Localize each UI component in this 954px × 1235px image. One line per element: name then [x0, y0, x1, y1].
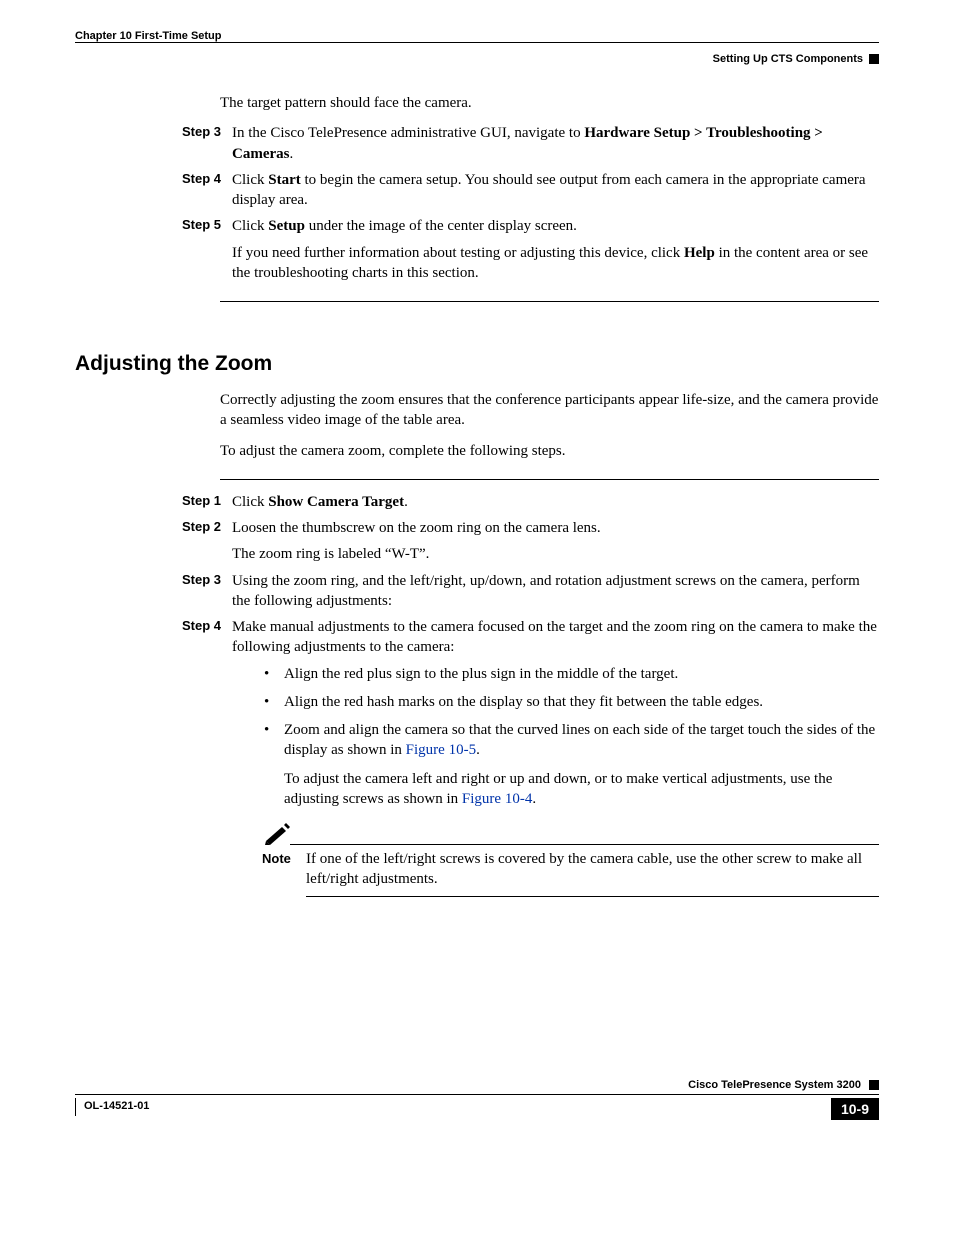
- zoom-step-4: Step 4 Make manual adjustments to the ca…: [182, 617, 879, 897]
- note-block: Note If one of the left/right screws is …: [262, 823, 879, 897]
- step-text: Using the zoom ring, and the left/right,…: [232, 571, 879, 612]
- step-label: Step 5: [182, 216, 232, 283]
- footer-doc-id: OL-14521-01: [75, 1098, 149, 1116]
- step-3: Step 3 In the Cisco TelePresence adminis…: [182, 123, 879, 164]
- note-label: Note: [262, 849, 306, 890]
- step-text: Make manual adjustments to the camera fo…: [232, 617, 879, 897]
- step-4: Step 4 Click Start to begin the camera s…: [182, 170, 879, 211]
- step-text: Click Setup under the image of the cente…: [232, 216, 879, 283]
- footer-marker: [869, 1080, 879, 1090]
- section-rule: [220, 301, 879, 302]
- step-label: Step 4: [182, 170, 232, 211]
- zoom-para-2: To adjust the camera zoom, complete the …: [220, 441, 879, 461]
- intro-para: The target pattern should face the camer…: [220, 93, 879, 113]
- pencil-icon: [262, 823, 290, 845]
- note-text: If one of the left/right screws is cover…: [306, 849, 879, 890]
- page-footer: Cisco TelePresence System 3200 OL-14521-…: [75, 1079, 879, 1120]
- note-rule: [290, 844, 879, 845]
- heading-adjusting-zoom: Adjusting the Zoom: [75, 352, 879, 376]
- header-section: Setting Up CTS Components: [713, 53, 863, 65]
- zoom-step-2: Step 2 Loosen the thumbscrew on the zoom…: [182, 518, 879, 565]
- footer-title: Cisco TelePresence System 3200: [688, 1079, 861, 1091]
- zoom-step-3: Step 3 Using the zoom ring, and the left…: [182, 571, 879, 612]
- bullet-item: Align the red plus sign to the plus sign…: [284, 664, 879, 684]
- footer-page-number: 10-9: [831, 1098, 879, 1120]
- zoom-para-1: Correctly adjusting the zoom ensures tha…: [220, 390, 879, 431]
- figure-link[interactable]: Figure 10-5: [406, 742, 476, 758]
- step-text: Loosen the thumbscrew on the zoom ring o…: [232, 518, 879, 565]
- header-chapter: Chapter 10 First-Time Setup: [75, 30, 222, 42]
- bullet-item: Zoom and align the camera so that the cu…: [284, 720, 879, 809]
- zoom-step-1: Step 1 Click Show Camera Target.: [182, 492, 879, 512]
- footer-rule: [75, 1094, 879, 1095]
- step-label: Step 3: [182, 123, 232, 164]
- step-label: Step 2: [182, 518, 232, 565]
- header-marker: [869, 54, 879, 64]
- header-rule: [75, 42, 879, 43]
- figure-link[interactable]: Figure 10-4: [462, 791, 532, 807]
- step-label: Step 4: [182, 617, 232, 897]
- step-5: Step 5 Click Setup under the image of th…: [182, 216, 879, 283]
- step-text: Click Start to begin the camera setup. Y…: [232, 170, 879, 211]
- step-text: Click Show Camera Target.: [232, 492, 879, 512]
- step-text: In the Cisco TelePresence administrative…: [232, 123, 879, 164]
- bullet-item: Align the red hash marks on the display …: [284, 692, 879, 712]
- step-label: Step 1: [182, 492, 232, 512]
- note-rule: [306, 896, 879, 897]
- step-label: Step 3: [182, 571, 232, 612]
- section-rule: [220, 479, 879, 480]
